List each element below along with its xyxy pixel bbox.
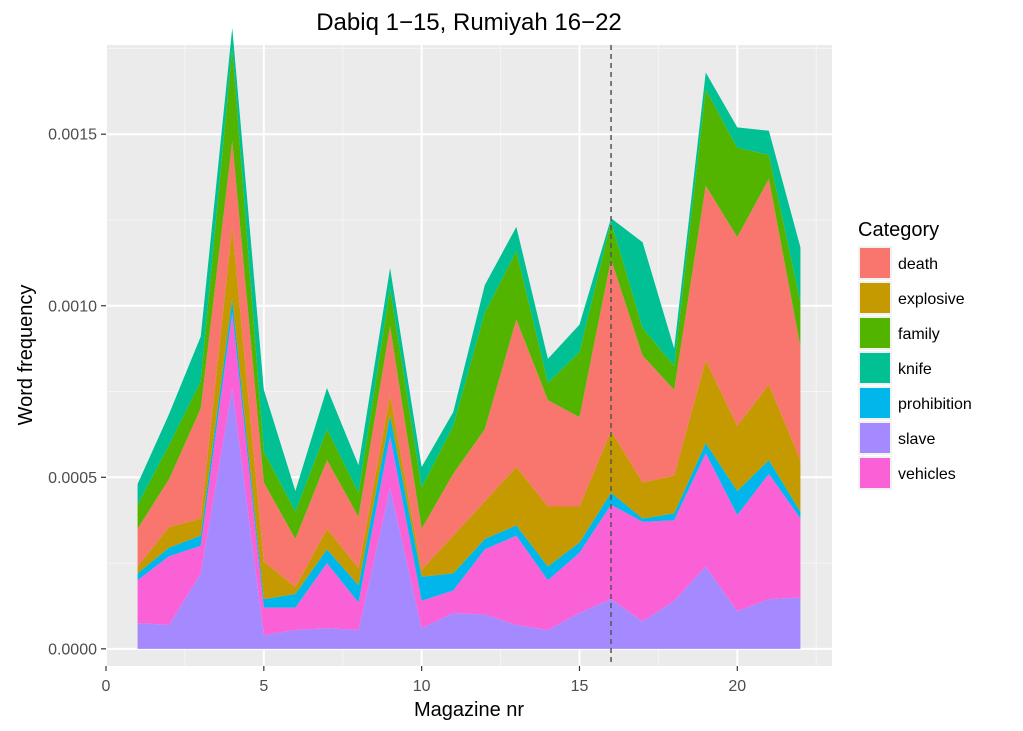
y-tick-label: 0.0005 <box>48 470 97 487</box>
y-tick-label: 0.0010 <box>48 298 97 315</box>
x-axis: 0 5 10 15 20 <box>102 666 746 695</box>
x-tick-label: 10 <box>413 678 431 695</box>
legend-swatch-prohibition <box>860 388 890 418</box>
legend-label-death: death <box>898 256 938 273</box>
x-tick-label: 5 <box>259 678 268 695</box>
legend-swatch-knife <box>860 353 890 383</box>
legend-label-explosive: explosive <box>898 291 965 308</box>
legend-label-vehicles: vehicles <box>898 466 956 483</box>
y-axis: 0.0000 0.0005 0.0010 0.0015 <box>48 127 106 658</box>
area-layers <box>137 27 801 649</box>
legend: Category death explosive family knife prohib… <box>858 219 972 490</box>
y-tick-label: 0.0015 <box>48 127 97 144</box>
legend-swatch-explosive <box>860 283 890 313</box>
x-tick-label: 20 <box>728 678 746 695</box>
legend-label-prohibition: prohibition <box>898 396 972 413</box>
y-axis-title: Word frequency <box>15 285 37 426</box>
legend-swatch-slave <box>860 423 890 453</box>
area-death <box>137 141 801 588</box>
legend-swatch-death <box>860 248 890 278</box>
x-axis-title: Magazine nr <box>414 699 524 721</box>
legend-swatch-vehicles <box>860 458 890 488</box>
legend-label-slave: slave <box>898 431 935 448</box>
legend-title: Category <box>858 219 939 241</box>
area-explosive <box>137 226 801 600</box>
area-vehicles <box>137 312 801 636</box>
chart-title: Dabiq 1−15, Rumiyah 16−22 <box>316 9 622 36</box>
area-slave <box>137 388 801 649</box>
x-tick-label: 15 <box>571 678 589 695</box>
legend-label-family: family <box>898 326 940 343</box>
y-tick-label: 0.0000 <box>48 641 97 658</box>
area-family <box>137 48 801 540</box>
legend-swatch-family <box>860 318 890 348</box>
legend-label-knife: knife <box>898 361 932 378</box>
x-tick-label: 0 <box>102 678 111 695</box>
